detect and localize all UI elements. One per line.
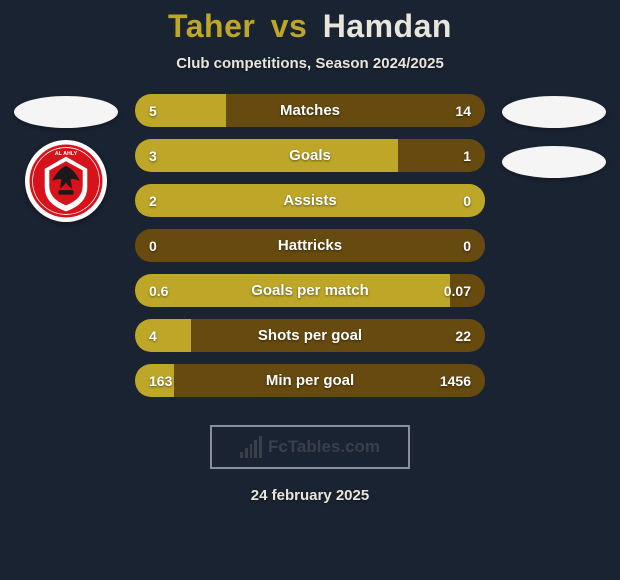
brand-label: FcTables.com [268, 437, 380, 457]
stat-bar: 2 Assists 0 [135, 184, 485, 217]
stat-fill-left [135, 319, 191, 352]
stat-bar: 0 Hattricks 0 [135, 229, 485, 262]
player1-name: Taher [168, 8, 255, 44]
brand-bar [250, 444, 253, 458]
al-ahly-crest-icon: AL AHLY [28, 143, 104, 219]
brand-bar [259, 436, 262, 458]
stat-value-left: 0 [149, 238, 157, 254]
comparison-card: Taher vs Hamdan Club competitions, Seaso… [0, 0, 620, 580]
stat-label: Assists [283, 192, 336, 209]
left-club-badge: AL AHLY [25, 140, 107, 222]
svg-text:AL AHLY: AL AHLY [55, 151, 78, 157]
stat-value-left: 4 [149, 328, 157, 344]
stat-value-right: 1456 [440, 373, 471, 389]
stat-value-right: 1 [463, 148, 471, 164]
main-row: AL AHLY 5 Matches 14 3 Goals 1 2 Assists 0 0 Hattr… [0, 94, 620, 397]
vs-label: vs [271, 8, 308, 44]
stat-bar: 163 Min per goal 1456 [135, 364, 485, 397]
stat-value-right: 22 [455, 328, 471, 344]
right-flag-pill-1 [502, 96, 606, 128]
stat-label: Min per goal [266, 372, 354, 389]
stat-value-right: 0.07 [444, 283, 471, 299]
brand-bar [245, 448, 248, 458]
stats-column: 5 Matches 14 3 Goals 1 2 Assists 0 0 Hattricks 0 0.6… [135, 94, 485, 397]
stat-value-left: 0.6 [149, 283, 168, 299]
brand-box[interactable]: FcTables.com [210, 425, 410, 469]
stat-bar: 3 Goals 1 [135, 139, 485, 172]
stat-bar: 5 Matches 14 [135, 94, 485, 127]
stat-value-left: 3 [149, 148, 157, 164]
player2-name: Hamdan [323, 8, 452, 44]
stat-label: Shots per goal [258, 327, 362, 344]
stat-label: Goals per match [251, 282, 369, 299]
stat-value-right: 14 [455, 103, 471, 119]
left-side-column: AL AHLY [11, 94, 121, 222]
stat-bar: 4 Shots per goal 22 [135, 319, 485, 352]
stat-label: Goals [289, 147, 331, 164]
stat-value-right: 0 [463, 193, 471, 209]
title: Taher vs Hamdan [168, 8, 452, 45]
stat-value-right: 0 [463, 238, 471, 254]
date-label: 24 february 2025 [251, 487, 369, 504]
subtitle: Club competitions, Season 2024/2025 [176, 55, 444, 72]
stat-fill-left [135, 139, 398, 172]
brand-bar [240, 452, 243, 458]
right-flag-pill-2 [502, 146, 606, 178]
stat-bar: 0.6 Goals per match 0.07 [135, 274, 485, 307]
left-flag-pill [14, 96, 118, 128]
brand-bar [254, 440, 257, 458]
stat-label: Hattricks [278, 237, 342, 254]
stat-label: Matches [280, 102, 340, 119]
right-side-column [499, 94, 609, 178]
stat-value-left: 163 [149, 373, 172, 389]
stat-value-left: 5 [149, 103, 157, 119]
stat-value-left: 2 [149, 193, 157, 209]
bar-chart-icon [240, 436, 262, 458]
